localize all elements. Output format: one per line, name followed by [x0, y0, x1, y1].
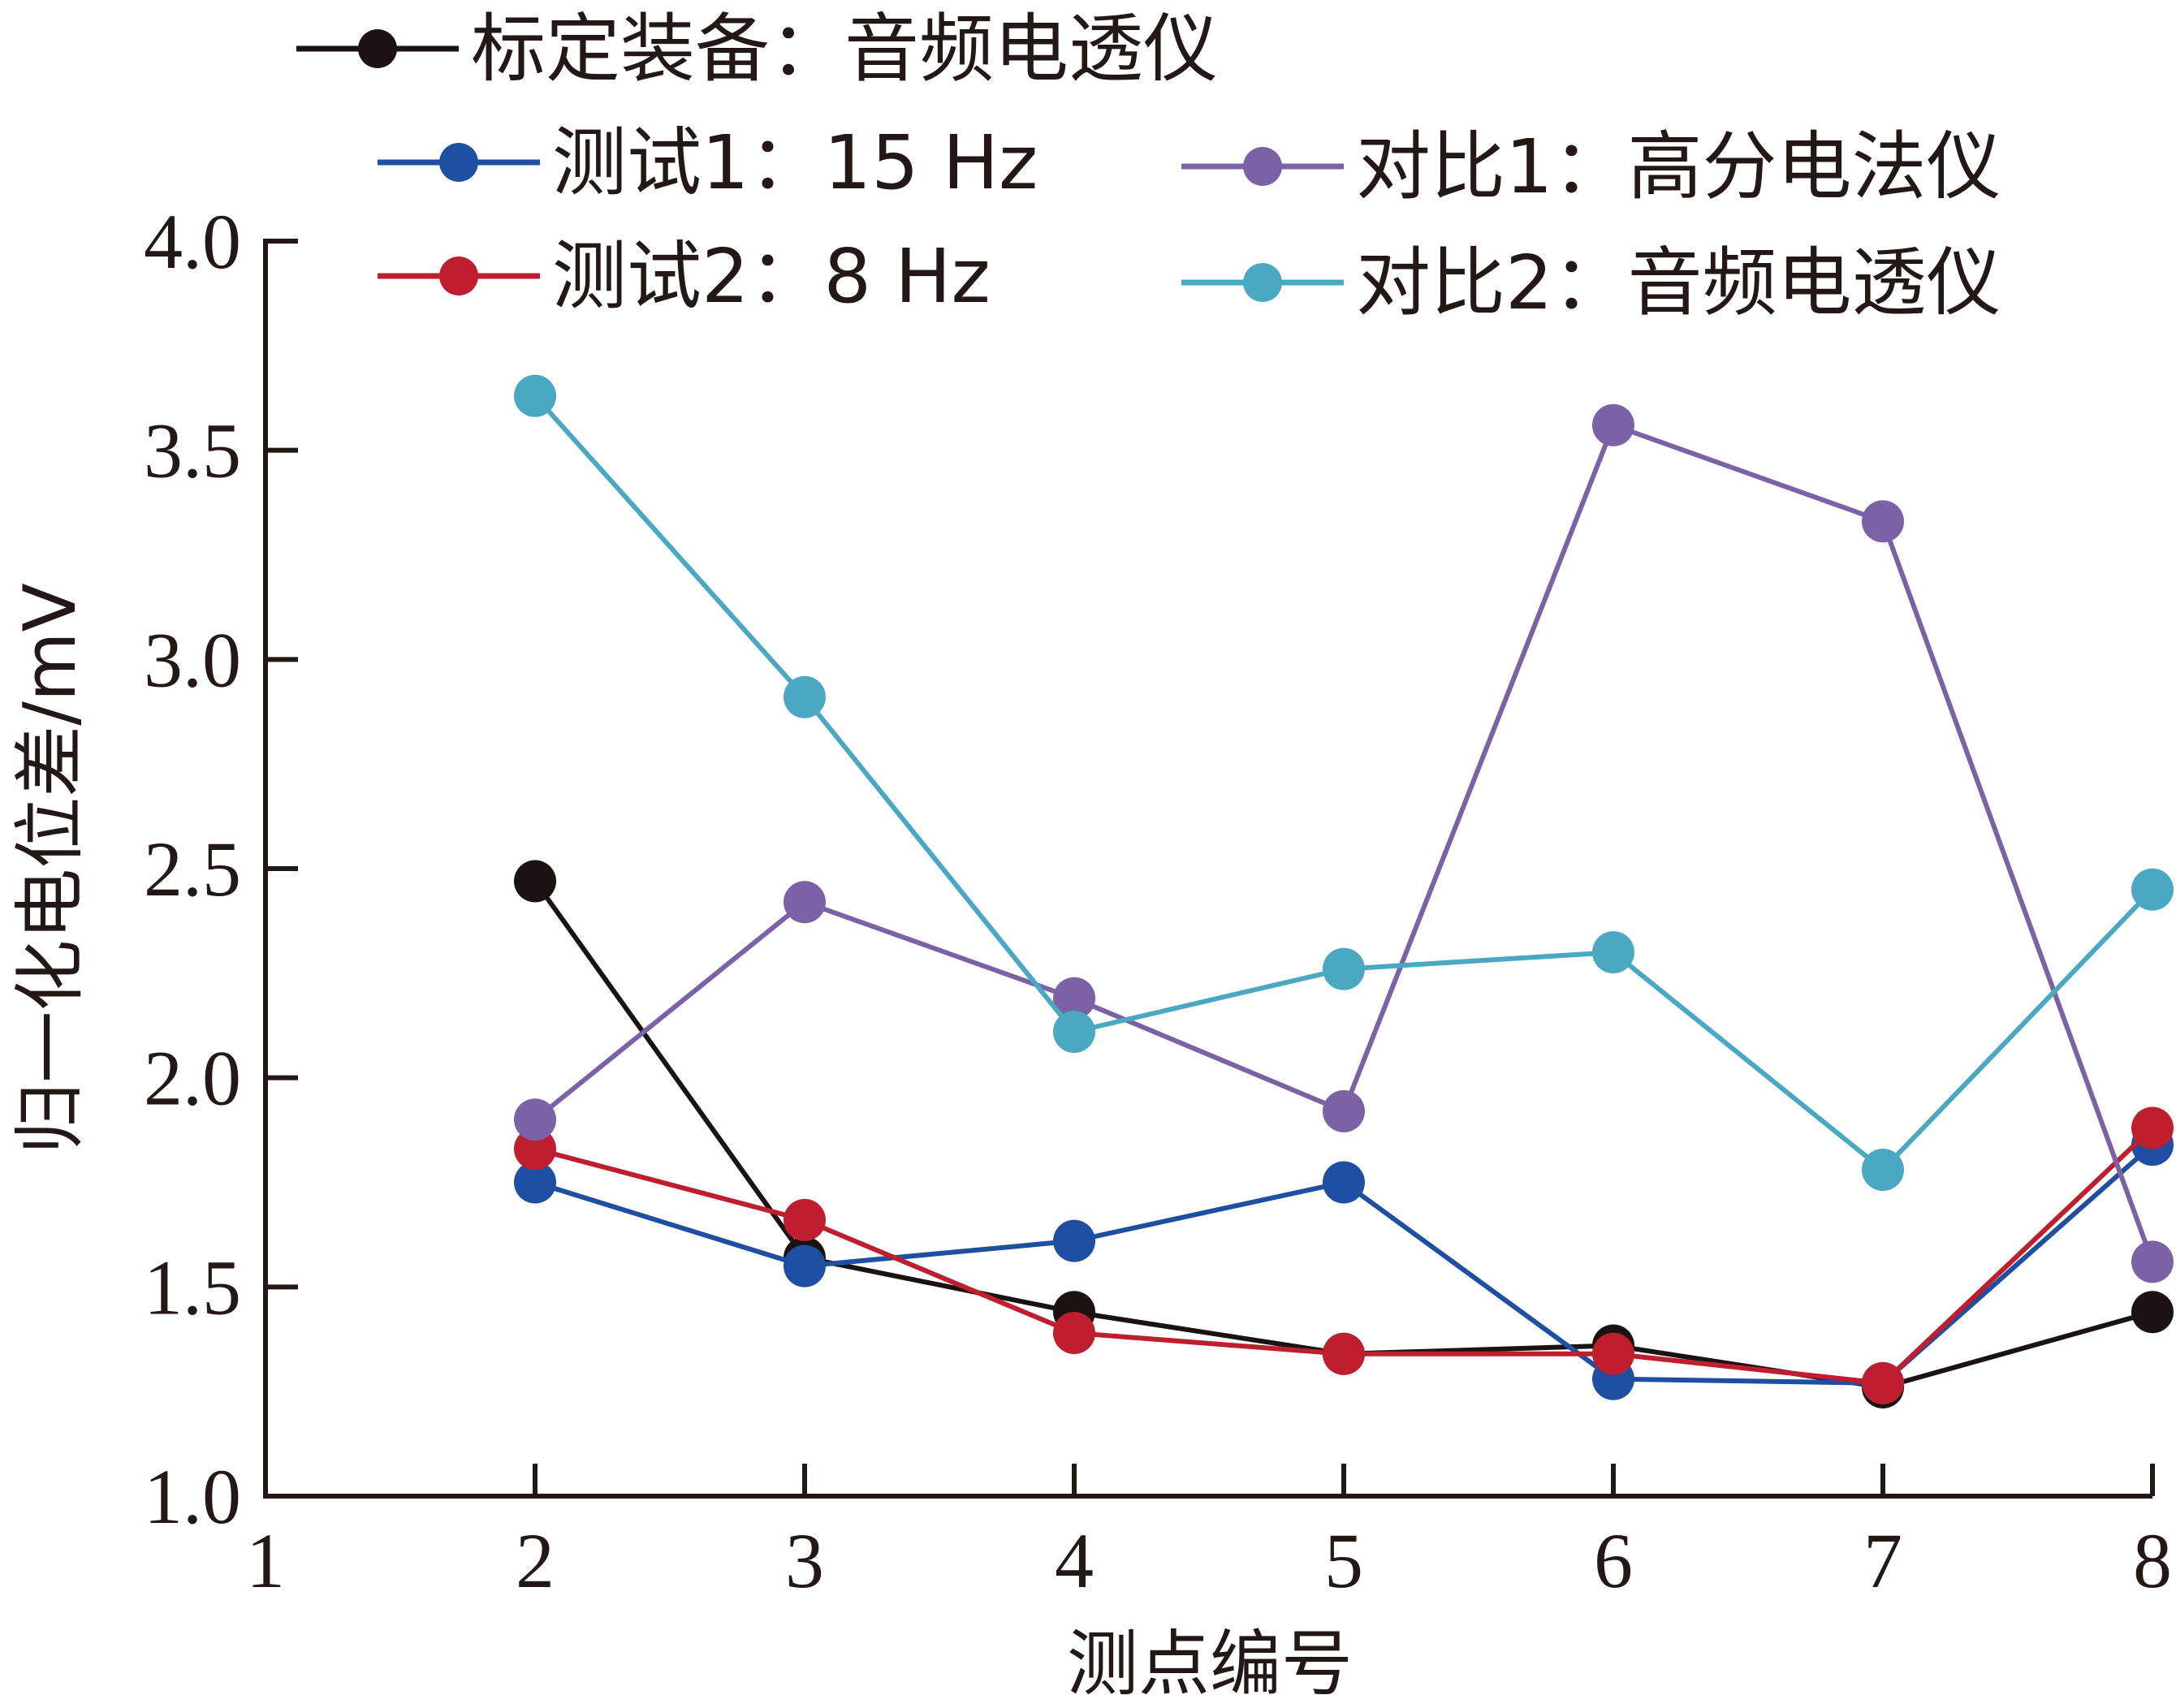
data-point	[514, 1161, 556, 1204]
x-tick-label: 5	[1324, 1517, 1363, 1604]
x-tick-label: 7	[1863, 1517, 1902, 1604]
y-tick-label: 3.5	[144, 408, 241, 494]
data-point	[1592, 931, 1634, 974]
x-tick-label: 2	[516, 1517, 555, 1604]
legend-label: 对比2：音频电透仪	[1356, 239, 2001, 326]
y-ticks: 1.0 1.5 2.0 2.5 3.0 3.5 4.0	[144, 198, 298, 1540]
x-tick-label: 1	[246, 1517, 285, 1604]
legend-marker	[1243, 263, 1282, 302]
series-5	[514, 374, 2174, 1192]
legend-label: 测试1：15 Hz	[552, 119, 1038, 206]
x-tick-label: 3	[785, 1517, 824, 1604]
x-tick-label: 6	[1594, 1517, 1633, 1604]
data-point	[784, 1244, 826, 1287]
data-point	[2131, 868, 2174, 911]
legend-label: 对比1：高分电法仪	[1356, 123, 2001, 210]
data-point	[514, 1098, 556, 1141]
data-point	[1323, 1161, 1365, 1204]
data-point	[2131, 1240, 2174, 1283]
legend-item-4: 对比1：高分电法仪	[1181, 123, 2001, 210]
legend-label: 测试2：8 Hz	[552, 233, 991, 320]
data-point	[1053, 1010, 1095, 1053]
legend-item-1: 标定装备：音频电透仪	[296, 6, 1218, 93]
legend-marker	[439, 257, 478, 295]
x-ticks: 1 2 3 4 5 6 7 8	[246, 1464, 2172, 1604]
series-line	[533, 422, 2155, 1263]
data-point	[1053, 1219, 1095, 1262]
data-point	[514, 374, 556, 417]
y-tick-label: 2.0	[144, 1035, 241, 1122]
data-point	[1862, 1149, 1904, 1192]
x-tick-label: 4	[1055, 1517, 1094, 1604]
data-point	[2131, 1291, 2174, 1334]
data-point	[1053, 977, 1095, 1020]
y-tick-label: 2.5	[144, 826, 241, 912]
y-tick-label: 1.5	[144, 1244, 241, 1331]
data-point	[514, 1128, 556, 1171]
legend-marker	[1243, 147, 1282, 186]
legend-item-5: 对比2：音频电透仪	[1181, 239, 2001, 326]
legend-item-2: 测试1：15 Hz	[378, 119, 1038, 206]
series-line	[533, 394, 2155, 1172]
legend-label: 标定装备：音频电透仪	[471, 6, 1218, 93]
y-tick-label: 1.0	[144, 1453, 241, 1540]
data-point	[784, 881, 826, 924]
data-point	[514, 860, 556, 903]
data-point	[1862, 500, 1904, 543]
y-tick-label: 3.0	[144, 616, 241, 703]
y-axis-title: 归一化电位差/mV	[8, 583, 92, 1154]
data-point	[1323, 1089, 1365, 1132]
series-4	[514, 403, 2174, 1283]
data-point	[1592, 1332, 1634, 1375]
data-point	[2131, 1106, 2174, 1149]
data-point	[1323, 947, 1365, 990]
legend-marker	[358, 29, 397, 68]
data-point	[1592, 403, 1634, 446]
series-3	[514, 1106, 2174, 1404]
legend-marker	[439, 143, 478, 182]
data-point	[1862, 1361, 1904, 1404]
data-point	[1323, 1332, 1365, 1375]
plot-area	[514, 374, 2174, 1409]
legend-item-3: 测试2：8 Hz	[378, 233, 991, 320]
data-point	[784, 1198, 826, 1241]
series-1	[514, 860, 2174, 1409]
x-axis-title: 测点编号	[1067, 1622, 1353, 1706]
y-tick-label: 4.0	[144, 198, 241, 285]
x-tick-label: 8	[2133, 1517, 2172, 1604]
data-point	[784, 675, 826, 718]
data-point	[1053, 1312, 1095, 1355]
